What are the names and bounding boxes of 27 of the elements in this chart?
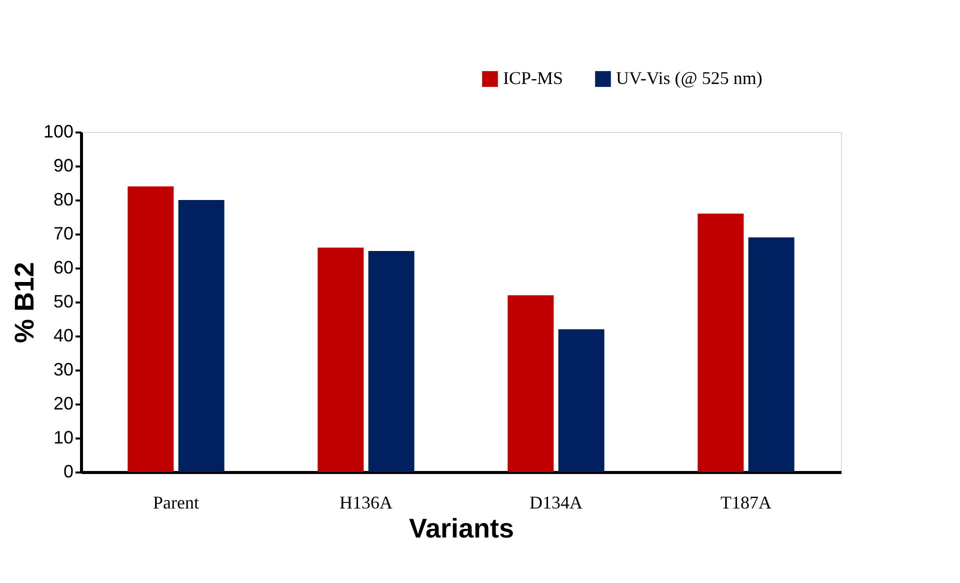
legend-label: ICP-MS	[503, 68, 564, 88]
bar	[318, 248, 364, 472]
x-tick-label: T187A	[720, 492, 772, 512]
bar	[558, 329, 604, 472]
legend-label: UV-Vis (@ 525 nm)	[616, 68, 762, 88]
bar	[748, 237, 794, 472]
x-tick-label: Parent	[153, 492, 199, 512]
y-tick-label: 50	[53, 292, 74, 312]
y-tick-label: 10	[53, 428, 74, 448]
y-tick-label: 30	[53, 360, 74, 380]
y-tick-label: 0	[63, 462, 74, 482]
bar	[178, 200, 224, 472]
x-tick-label: D134A	[530, 492, 582, 512]
y-tick-label: 20	[53, 394, 74, 414]
y-tick-label: 80	[53, 190, 74, 210]
x-tick-label: H136A	[340, 492, 392, 512]
y-tick-label: 60	[53, 258, 74, 278]
bar	[128, 186, 174, 472]
bar	[368, 251, 414, 472]
y-tick-label: 100	[43, 122, 74, 142]
y-tick-label: 90	[53, 156, 74, 176]
x-axis-title: Variants	[408, 514, 514, 544]
y-tick-label: 40	[53, 326, 74, 346]
bar	[698, 214, 744, 472]
y-tick-label: 70	[53, 224, 74, 244]
y-axis-title: % B12	[9, 262, 40, 344]
bar	[508, 295, 554, 472]
